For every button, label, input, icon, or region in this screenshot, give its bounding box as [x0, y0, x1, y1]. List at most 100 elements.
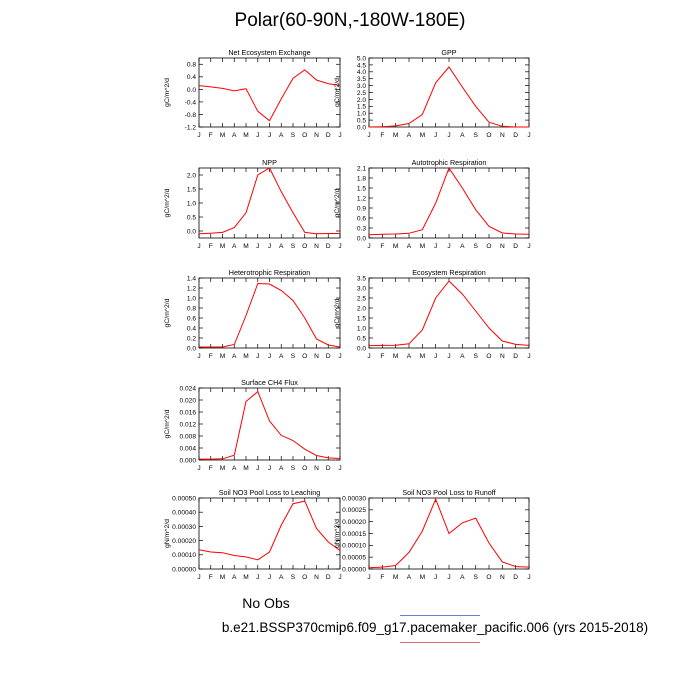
x-tick-label: N: [314, 465, 319, 472]
y-tick-label: 2.1: [357, 165, 366, 172]
x-tick-label: N: [500, 574, 505, 581]
x-tick-label: J: [338, 465, 341, 472]
x-tick-label: O: [486, 574, 491, 581]
x-tick-label: M: [420, 243, 426, 250]
y-tick-label: 0.6: [357, 215, 366, 222]
x-tick-label: M: [420, 353, 426, 360]
y-tick-label: 1.0: [357, 111, 366, 118]
x-tick-label: M: [220, 353, 226, 360]
y-tick-label: 3.5: [357, 76, 366, 83]
chart-panel-5: Heterotrophic Respiration 0.0 0.2 0.4 0.6 0.8…: [164, 268, 342, 360]
chart-panel-9: Soil NO3 Pool Loss to Runoff 0.00000 0.000…: [334, 488, 531, 581]
x-tick-label: A: [232, 353, 237, 360]
plot-frame: [198, 387, 341, 461]
x-tick-label: O: [486, 243, 491, 250]
x-tick-label: O: [302, 574, 307, 581]
x-tick-label: O: [486, 132, 491, 139]
y-tick-label: 0.000: [179, 457, 196, 464]
x-tick-label: J: [447, 353, 450, 360]
y-tick-label: 1.0: [357, 325, 366, 332]
y-tick-label: 0.0: [187, 87, 196, 94]
y-tick-label: 0.0: [357, 124, 366, 131]
x-tick-label: S: [291, 243, 296, 250]
x-tick-label: J: [197, 574, 200, 581]
panel-title: Ecosystem Respiration: [412, 268, 486, 277]
x-tick-label: A: [407, 574, 412, 581]
x-tick-label: F: [209, 465, 213, 472]
panel-title: NPP: [262, 158, 277, 167]
y-tick-label: 4.5: [357, 62, 366, 69]
x-tick-label: S: [473, 353, 478, 360]
y-tick-label: 5.0: [357, 55, 366, 62]
chart-panel-6: Ecosystem Respiration 0.0 0.5 1.0 1.5 2.0 2.5 3…: [334, 268, 531, 360]
x-tick-label: F: [209, 132, 213, 139]
y-tick-label: -0.4: [185, 99, 197, 106]
x-tick-label: D: [513, 132, 518, 139]
x-tick-label: D: [326, 243, 331, 250]
y-tick-label: 2.5: [357, 90, 366, 97]
y-axis-label: gC/m^2/d: [164, 78, 171, 107]
x-tick-label: M: [420, 132, 426, 139]
y-tick-label: 2.0: [357, 305, 366, 312]
x-tick-label: A: [279, 132, 284, 139]
y-tick-label: 0.00040: [172, 510, 196, 517]
x-tick-label: A: [460, 574, 465, 581]
y-tick-label: 0.00005: [342, 555, 366, 562]
x-tick-label: D: [326, 132, 331, 139]
x-tick-label: S: [291, 465, 296, 472]
y-axis-label: gC/m^2/d: [334, 188, 341, 217]
y-tick-label: 0.00030: [172, 524, 196, 531]
y-tick-label: 0.00020: [172, 538, 196, 545]
y-tick-label: 0.012: [179, 421, 196, 428]
y-tick-label: 0.00010: [342, 543, 366, 550]
x-tick-label: A: [279, 465, 284, 472]
y-tick-label: 0.4: [187, 74, 196, 81]
legend-line-bottom: [400, 642, 480, 643]
x-tick-label: A: [279, 353, 284, 360]
plot-frame: [198, 497, 341, 570]
x-tick-label: M: [220, 465, 226, 472]
y-tick-label: 0.5: [357, 118, 366, 125]
y-tick-label: -0.8: [185, 112, 197, 119]
y-tick-label: 0.00010: [172, 552, 196, 559]
x-tick-label: D: [513, 574, 518, 581]
y-tick-label: 0.0: [187, 228, 196, 235]
legend-label: No Obs: [242, 595, 290, 611]
x-tick-label: J: [268, 132, 271, 139]
x-tick-label: A: [279, 243, 284, 250]
y-tick-label: 4.0: [357, 69, 366, 76]
series-line: [368, 66, 529, 128]
x-tick-label: S: [473, 243, 478, 250]
x-tick-label: J: [197, 353, 200, 360]
y-tick-label: 0.0: [187, 345, 196, 352]
y-tick-label: 0.00050: [172, 495, 196, 502]
x-tick-label: J: [338, 574, 341, 581]
x-tick-label: J: [367, 353, 370, 360]
x-tick-label: F: [380, 243, 384, 250]
panel-title: Net Ecosystem Exchange: [228, 48, 310, 57]
x-tick-label: J: [367, 243, 370, 250]
y-axis-label: gC/m^2/d: [164, 298, 171, 327]
x-tick-label: M: [420, 574, 426, 581]
x-tick-label: O: [486, 353, 491, 360]
plot-frame: [198, 277, 341, 349]
series-line: [199, 282, 341, 348]
x-tick-label: D: [513, 353, 518, 360]
y-axis-label: gN/m^2/d: [334, 519, 341, 548]
x-tick-label: M: [243, 574, 249, 581]
x-tick-label: A: [407, 132, 412, 139]
panel-title: Soil NO3 Pool Loss to Runoff: [402, 488, 495, 497]
y-tick-label: 0.4: [187, 325, 196, 332]
x-tick-label: J: [434, 243, 437, 250]
y-tick-label: 1.5: [357, 315, 366, 322]
x-tick-label: A: [407, 243, 412, 250]
y-tick-label: 0.5: [187, 214, 196, 221]
x-tick-label: J: [256, 243, 259, 250]
y-tick-label: 1.0: [187, 200, 196, 207]
y-tick-label: 0.00000: [342, 566, 366, 573]
x-tick-label: A: [460, 353, 465, 360]
y-tick-label: 0.5: [357, 335, 366, 342]
y-tick-label: 0.00020: [342, 519, 366, 526]
